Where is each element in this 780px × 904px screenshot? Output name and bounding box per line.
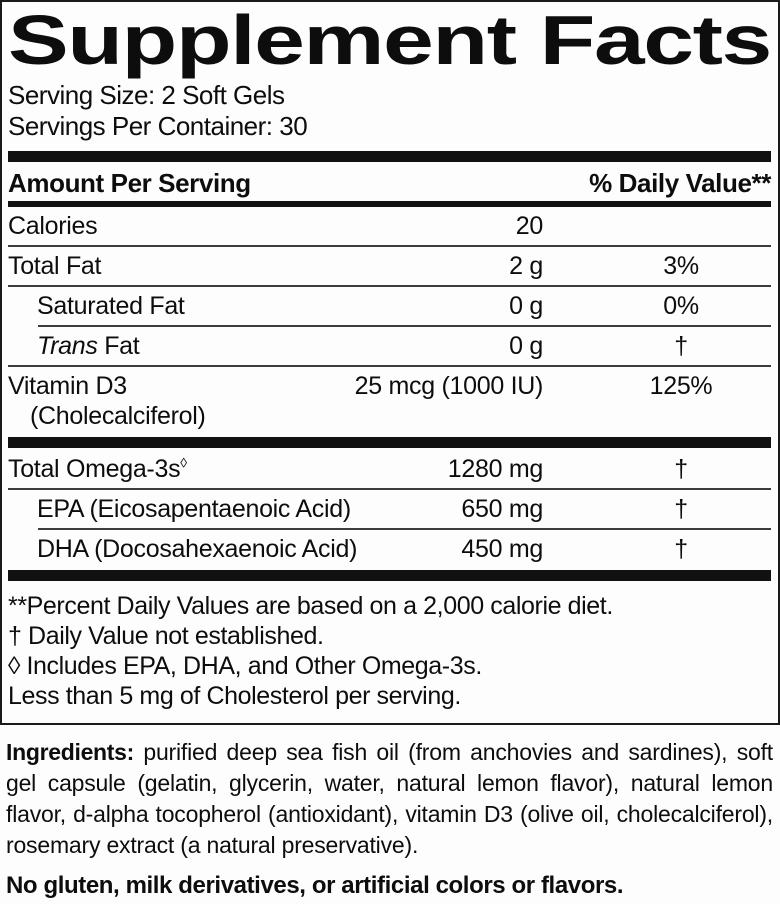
footnote-line: ◊ Includes EPA, DHA, and Other Omega-3s.	[8, 652, 482, 680]
amount-per-serving-header: Amount Per Serving	[8, 168, 251, 198]
nutrient-row: Calories 20	[8, 207, 771, 245]
nutrient-name-text: Vitamin D3	[8, 372, 127, 400]
footnote-line: Less than 5 mg of Cholesterol per servin…	[8, 682, 461, 710]
nutrient-name: Trans Fat	[8, 331, 338, 361]
supplement-facts-panel: Supplement Facts Serving Size: 2 Soft Ge…	[0, 0, 780, 725]
nutrient-row: DHA (Docosahexaenoic Acid) 450 mg †	[8, 530, 771, 568]
nutrient-name-text: Calories	[8, 212, 98, 240]
table-header-row: Amount Per Serving % Daily Value**	[8, 164, 771, 201]
nutrient-amount: 2 g	[509, 252, 543, 280]
nutrient-row: EPA (Eicosapentaenoic Acid) 650 mg †	[8, 490, 771, 528]
nutrient-name-text: DHA (Docosahexaenoic Acid)	[37, 535, 358, 563]
divider-hairline	[38, 528, 771, 530]
divider-thick-top	[8, 151, 771, 162]
serving-size: Serving Size: 2 Soft Gels	[8, 80, 285, 110]
nutrient-daily-value: †	[674, 495, 688, 523]
nutrient-amount: 25 mcg (1000 IU)	[354, 372, 544, 400]
nutrient-name-text: Fat	[97, 332, 140, 360]
nutrient-name-text: Total Omega-3s	[8, 455, 181, 483]
nutrient-amount: 20	[515, 212, 544, 240]
panel-title: Supplement Facts	[8, 1, 772, 79]
nutrient-daily-value: 3%	[663, 252, 699, 280]
nutrient-row: Trans Fat 0 g †	[8, 327, 771, 365]
nutrient-amount: 650 mg	[461, 495, 543, 523]
nutrient-name: Total Omega-3s◊	[8, 454, 338, 484]
nutrient-name: EPA (Eicosapentaenoic Acid)	[8, 494, 351, 524]
nutrient-daily-value: 0%	[663, 292, 699, 320]
nutrient-daily-value: 125%	[649, 372, 713, 400]
nutrient-row: Vitamin D3 (Cholecalciferol) 25 mcg (1000 …	[8, 367, 771, 435]
nutrient-name: Vitamin D3 (Cholecalciferol)	[8, 371, 338, 431]
nutrient-table: Calories 20 Total Fat 2 g 3% Saturated Fat 0 g…	[8, 207, 771, 581]
nutrient-amount: 0 g	[509, 332, 543, 360]
allergen-statement: No gluten, milk derivatives, or artifici…	[6, 872, 624, 899]
diamond-symbol: ◊	[180, 455, 187, 471]
nutrient-name: Total Fat	[8, 251, 338, 281]
divider-hairline	[8, 285, 771, 287]
nutrient-name-text: Total Fat	[8, 252, 102, 280]
nutrient-name-text: EPA (Eicosapentaenoic Acid)	[37, 495, 351, 523]
nutrient-daily-value: †	[674, 455, 688, 483]
nutrient-name: Calories	[8, 211, 338, 241]
nutrient-name: DHA (Docosahexaenoic Acid)	[8, 534, 357, 564]
nutrient-daily-value: †	[674, 535, 688, 563]
footnote-line: **Percent Daily Values are based on a 2,…	[8, 592, 613, 620]
footnote-line: † Daily Value not established.	[8, 622, 324, 650]
nutrient-name-italic: Trans	[37, 332, 98, 360]
divider-thick	[8, 437, 771, 448]
divider-thick	[8, 570, 771, 581]
divider-medium	[8, 201, 771, 207]
nutrient-row: Saturated Fat 0 g 0%	[8, 287, 771, 325]
ingredients-label: Ingredients:	[6, 739, 135, 765]
nutrient-name-text: Saturated Fat	[37, 292, 185, 320]
divider-hairline	[8, 245, 771, 247]
daily-value-header: % Daily Value**	[589, 168, 771, 198]
ingredients-paragraph: Ingredients: purified deep sea fish oil …	[1, 737, 778, 861]
divider-hairline	[38, 325, 771, 327]
nutrient-row: Total Fat 2 g 3%	[8, 247, 771, 285]
divider-hairline	[8, 365, 771, 367]
nutrient-amount: 0 g	[509, 292, 543, 320]
nutrient-name-line2: (Cholecalciferol)	[30, 402, 206, 430]
servings-per-container: Servings Per Container: 30	[8, 111, 308, 141]
nutrient-amount: 1280 mg	[447, 455, 544, 483]
nutrient-name: Saturated Fat	[8, 291, 338, 321]
footnotes: **Percent Daily Values are based on a 2,…	[8, 583, 771, 717]
nutrient-row: Total Omega-3s◊ 1280 mg †	[8, 450, 771, 488]
nutrient-amount: 450 mg	[461, 535, 543, 563]
nutrient-daily-value: †	[674, 332, 688, 360]
ingredients-text: purified deep sea fish oil (from anchovi…	[6, 739, 773, 858]
divider-hairline	[8, 488, 771, 490]
